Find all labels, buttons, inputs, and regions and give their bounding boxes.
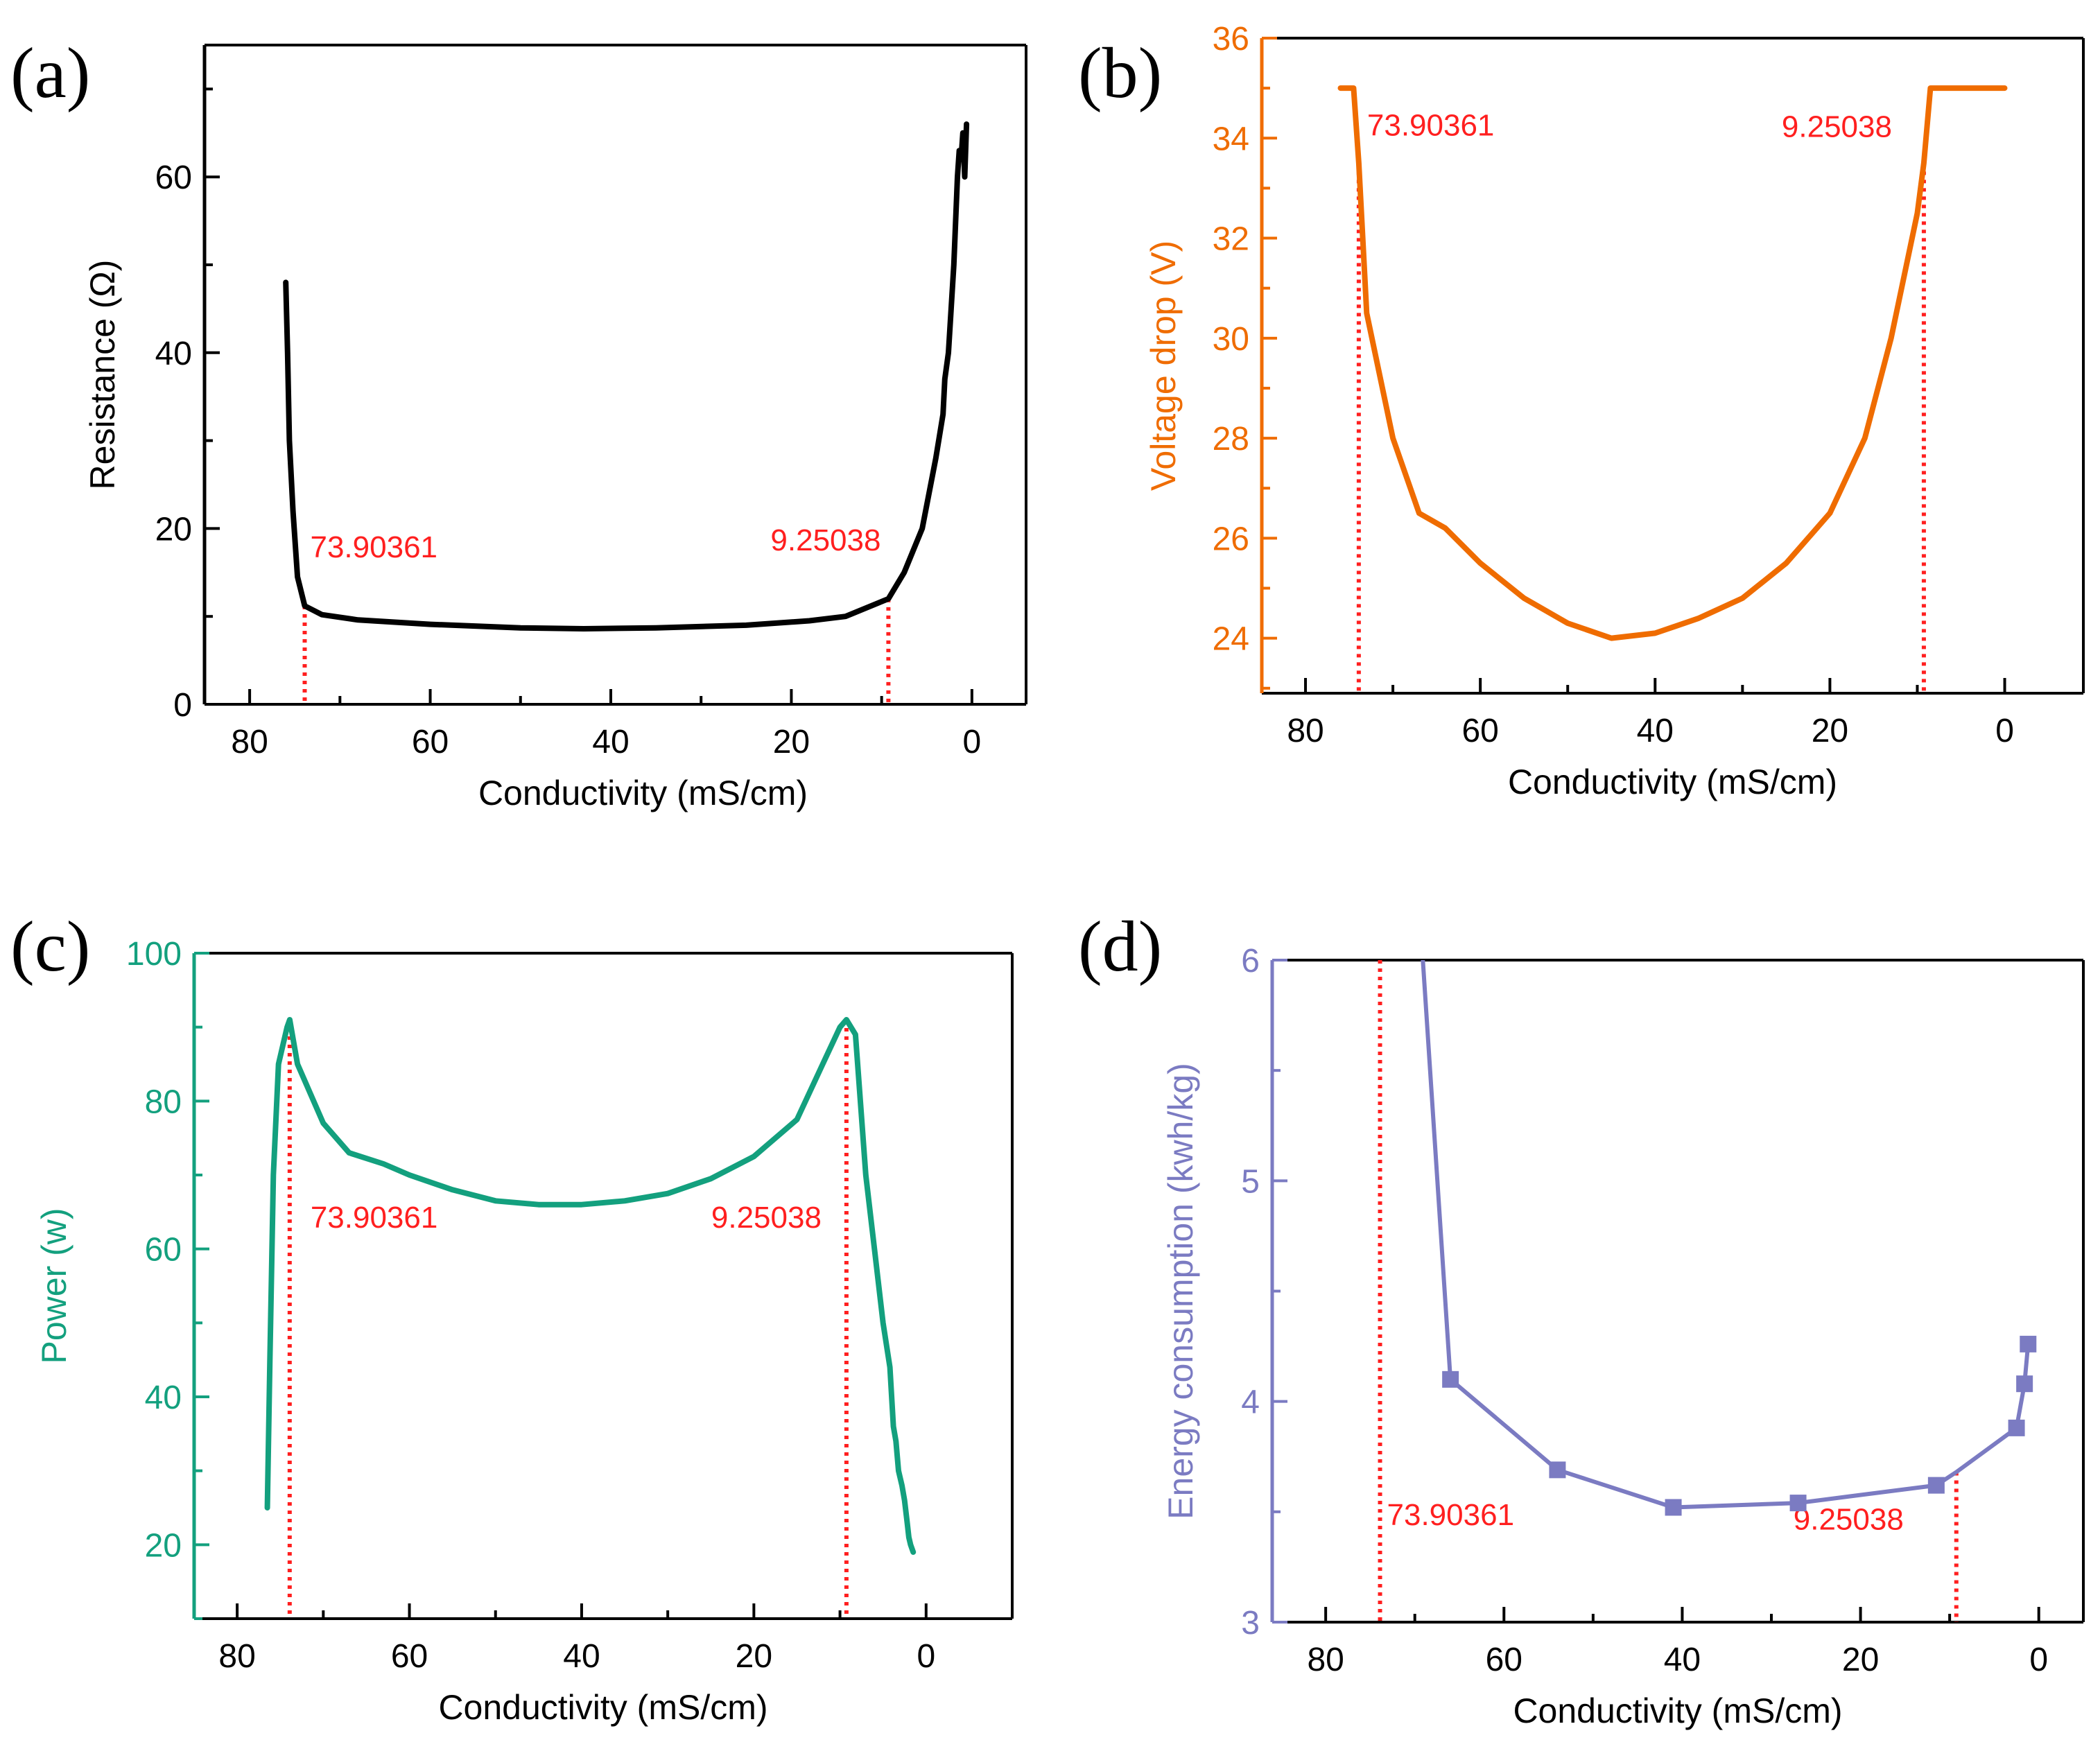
y-axis-title: Voltage drop (V): [1144, 241, 1183, 491]
x-axis-title: Conductivity (mS/cm): [478, 774, 808, 812]
x-tick-label: 80: [1307, 1642, 1344, 1678]
annotation-label: 9.25038: [711, 1201, 822, 1235]
data-point: [2020, 1335, 2037, 1352]
panel-letter-b: (b): [1078, 33, 1162, 113]
data-point: [1442, 1370, 1459, 1388]
x-tick-label: 0: [963, 724, 982, 760]
x-axis-title: Conductivity (mS/cm): [1508, 763, 1837, 801]
y-tick-label: 24: [1213, 621, 1249, 658]
series-line: [264, 1017, 917, 1555]
x-tick-label: 60: [1486, 1642, 1522, 1678]
x-tick-label: 0: [1995, 713, 2014, 749]
x-tick-label: 40: [563, 1638, 600, 1675]
y-tick-label: 40: [155, 336, 192, 372]
x-tick-label: 20: [736, 1638, 772, 1675]
y-tick-label: 6: [1241, 943, 1260, 980]
annotation-label: 73.90361: [1367, 108, 1495, 142]
y-tick-label: 20: [155, 511, 192, 548]
annotation-label: 73.90361: [311, 1201, 438, 1235]
y-axis-title: Resistance (Ω): [83, 260, 122, 490]
series-line: [283, 121, 970, 632]
x-axis-title: Conductivity (mS/cm): [1513, 1691, 1842, 1730]
x-tick-label: 40: [1637, 713, 1674, 749]
panel-letter-c: (c): [10, 907, 90, 986]
y-tick-label: 20: [145, 1527, 182, 1564]
series-line: [1421, 960, 2031, 1510]
x-tick-label: 60: [1461, 713, 1498, 749]
chart-voltage-drop: 80 60 40 20 0 24 26 28 30 32 34 36 Conductivity (mS/…: [1144, 21, 2085, 801]
annotation-label: 73.90361: [310, 530, 437, 564]
y-tick-label: 100: [126, 936, 182, 973]
y-tick-label: 40: [145, 1380, 182, 1416]
y-axis-title: Energy consumption (kwh/kg): [1161, 1063, 1200, 1520]
data-point: [1789, 1495, 1807, 1512]
y-tick-label: 32: [1213, 221, 1249, 258]
data-point: [2016, 1375, 2033, 1393]
x-tick-label: 80: [1287, 713, 1324, 749]
panel-letter-d: (d): [1078, 907, 1162, 986]
x-tick-label: 80: [231, 724, 268, 760]
data-point: [1927, 1477, 1945, 1494]
annotation-label: 9.25038: [1782, 110, 1892, 143]
chart-power: 80 60 40 20 0 20 40 60 80 100 Conductivity (mS/cm)…: [35, 936, 1014, 1727]
x-tick-label: 60: [412, 724, 449, 760]
annotation-label: 73.90361: [1387, 1498, 1515, 1532]
y-tick-label: 80: [145, 1083, 182, 1120]
x-tick-label: 40: [1664, 1642, 1701, 1678]
y-tick-label: 0: [173, 687, 192, 724]
y-tick-label: 5: [1241, 1163, 1260, 1200]
x-tick-label: 80: [218, 1638, 255, 1675]
series-line: [1337, 85, 2008, 641]
y-tick-label: 30: [1213, 321, 1249, 358]
panel-letter-a: (a): [10, 33, 90, 113]
data-point: [1549, 1461, 1566, 1479]
x-tick-label: 0: [917, 1638, 935, 1675]
chart-energy-consumption: 80 60 40 20 0 3 4 5 6 Conductivity (mS/cm) Energy …: [1161, 943, 2085, 1730]
y-tick-label: 28: [1213, 421, 1249, 458]
y-tick-label: 60: [155, 159, 192, 196]
data-point: [1665, 1499, 1682, 1516]
y-tick-label: 26: [1213, 521, 1249, 557]
annotation-label: 9.25038: [1794, 1502, 1904, 1536]
annotation-label: 9.25038: [770, 523, 880, 557]
y-tick-label: 3: [1241, 1605, 1260, 1642]
chart-resistance: 80 60 40 20 0 0 20 40 60 Conductivity (mS/cm) Resi…: [83, 44, 1027, 812]
data-point: [2008, 1419, 2025, 1436]
y-tick-label: 4: [1241, 1384, 1260, 1421]
y-tick-label: 34: [1213, 121, 1249, 157]
x-tick-label: 60: [391, 1638, 428, 1675]
x-tick-label: 40: [592, 724, 629, 760]
y-tick-label: 36: [1213, 21, 1249, 58]
x-tick-label: 20: [1812, 713, 1848, 749]
x-axis-title: Conductivity (mS/cm): [438, 1688, 767, 1727]
x-tick-label: 20: [1842, 1642, 1879, 1678]
x-tick-label: 20: [773, 724, 810, 760]
y-tick-label: 60: [145, 1232, 182, 1269]
x-tick-label: 0: [2029, 1642, 2048, 1678]
y-axis-title: Power (w): [35, 1208, 73, 1364]
